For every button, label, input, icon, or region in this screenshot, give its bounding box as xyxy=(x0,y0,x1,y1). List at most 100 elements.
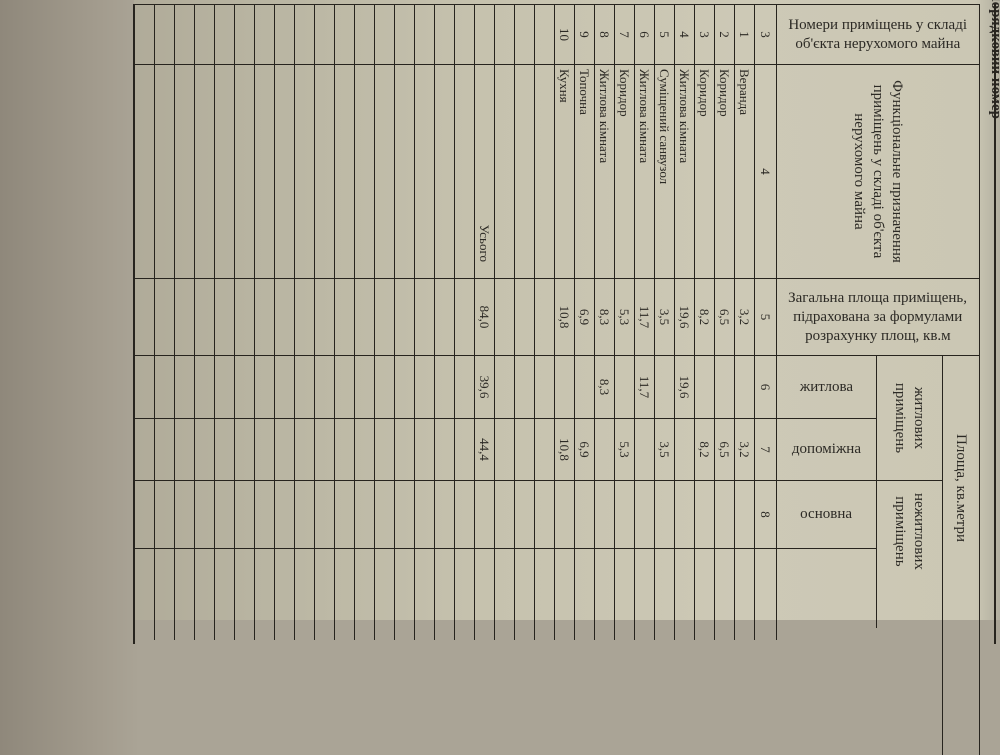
room-name-cell-text: Житлова кімната xyxy=(637,69,653,164)
table-cell xyxy=(175,418,195,480)
table-cell xyxy=(255,64,275,278)
table-cell xyxy=(495,480,515,548)
table-cell xyxy=(135,4,155,64)
room-name-cell-text: Коридор xyxy=(717,69,733,117)
room-total-cell-text: 11,7 xyxy=(637,305,653,329)
table-cell xyxy=(495,548,515,640)
header-living-text: житлова xyxy=(799,378,854,395)
room-total-cell: 3,5 xyxy=(655,278,675,355)
room-main-cell xyxy=(575,480,595,548)
room-total-cell: 3,2 xyxy=(735,278,755,355)
table-cell xyxy=(375,4,395,64)
room-total-cell: 8,3 xyxy=(595,278,615,355)
room-living-cell-text: 19,6 xyxy=(677,375,693,399)
table-cell xyxy=(215,64,235,278)
header-area-text: Площа, кв.метри xyxy=(953,434,970,543)
table-cell xyxy=(435,418,455,480)
total-label-cell-text: Усього xyxy=(477,224,493,262)
header-total-area-text: Загальна площа приміщень, підрахована за… xyxy=(788,289,968,344)
table-cell xyxy=(495,64,515,278)
table-cell xyxy=(295,4,315,64)
table-cell xyxy=(155,4,175,64)
room-name-cell: Житлова кімната xyxy=(635,64,655,278)
room-auxiliary-cell xyxy=(675,418,695,480)
room-living-cell xyxy=(695,355,715,418)
table-cell xyxy=(155,418,175,480)
table-cell xyxy=(175,355,195,418)
room-name-cell-text: Кухня xyxy=(557,69,573,103)
total-auxiliary-cell-text: 44,4 xyxy=(477,438,493,461)
table-cell xyxy=(375,418,395,480)
table-cell xyxy=(255,480,275,548)
column-number: 5 xyxy=(755,278,777,355)
table-cell xyxy=(175,4,195,64)
top-rule xyxy=(994,4,996,644)
table-cell xyxy=(235,4,255,64)
column-number-text: 3 xyxy=(758,31,774,38)
table-cell xyxy=(375,64,395,278)
room-total-cell-text: 3,2 xyxy=(737,308,753,326)
table-cell xyxy=(395,355,415,418)
table-cell xyxy=(335,548,355,640)
room-name-cell: Топочна xyxy=(575,64,595,278)
table-cell xyxy=(495,355,515,418)
room-auxiliary-cell-text: 6,5 xyxy=(717,441,733,458)
table-cell xyxy=(455,64,475,278)
total-main-cell xyxy=(475,480,495,548)
table-cell xyxy=(375,480,395,548)
room-no-cell: 3 xyxy=(695,4,715,64)
total-total-cell-text: 84,0 xyxy=(477,305,493,329)
table-cell xyxy=(195,418,215,480)
column-number: 3 xyxy=(755,4,777,64)
room-no-cell-text: 5 xyxy=(657,31,673,38)
table-cell xyxy=(195,355,215,418)
header-extra xyxy=(777,548,877,628)
header-area: Площа, кв.метри xyxy=(943,355,980,755)
room-no-cell-text: 7 xyxy=(617,31,633,38)
room-name-cell-text: Веранда xyxy=(737,69,753,116)
room-living-cell xyxy=(735,355,755,418)
table-cell xyxy=(355,278,375,355)
room-name-cell: Кухня xyxy=(555,64,575,278)
table-cell xyxy=(195,64,215,278)
table-cell xyxy=(735,548,755,640)
table-cell xyxy=(255,548,275,640)
header-auxiliary-text: допоміжна xyxy=(791,441,862,457)
table-cell xyxy=(515,355,535,418)
table-cell xyxy=(135,278,155,355)
table-cell xyxy=(215,355,235,418)
table-cell xyxy=(315,548,335,640)
table-cell xyxy=(275,355,295,418)
table-cell xyxy=(555,548,575,640)
table-cell xyxy=(335,418,355,480)
header-living: житлова xyxy=(777,355,877,418)
table-cell xyxy=(475,4,495,64)
table-cell xyxy=(635,548,655,640)
room-no-cell-text: 1 xyxy=(737,31,753,38)
room-total-cell-text: 8,2 xyxy=(697,308,713,326)
table-cell xyxy=(155,278,175,355)
table-cell xyxy=(155,355,175,418)
table-cell xyxy=(455,548,475,640)
table-cell xyxy=(315,64,335,278)
table-cell xyxy=(195,548,215,640)
header-room-numbers: Номери приміщень у складі об'єкта нерухо… xyxy=(777,4,980,64)
room-no-cell: 6 xyxy=(635,4,655,64)
room-no-cell: 1 xyxy=(735,4,755,64)
room-living-cell xyxy=(575,355,595,418)
table-cell xyxy=(155,480,175,548)
room-no-cell-text: 4 xyxy=(677,31,693,38)
table-cell xyxy=(455,278,475,355)
column-number: 7 xyxy=(755,418,777,480)
table-cell xyxy=(155,64,175,278)
table-cell xyxy=(255,278,275,355)
room-total-cell-text: 3,5 xyxy=(657,308,673,326)
header-residential-text: житлових приміщень xyxy=(892,382,928,454)
table-cell xyxy=(535,4,555,64)
room-auxiliary-cell: 8,2 xyxy=(695,418,715,480)
table-cell xyxy=(195,4,215,64)
room-name-cell: Суміщений санвузол xyxy=(655,64,675,278)
table-cell xyxy=(315,355,335,418)
table-cell xyxy=(435,278,455,355)
table-cell xyxy=(455,355,475,418)
